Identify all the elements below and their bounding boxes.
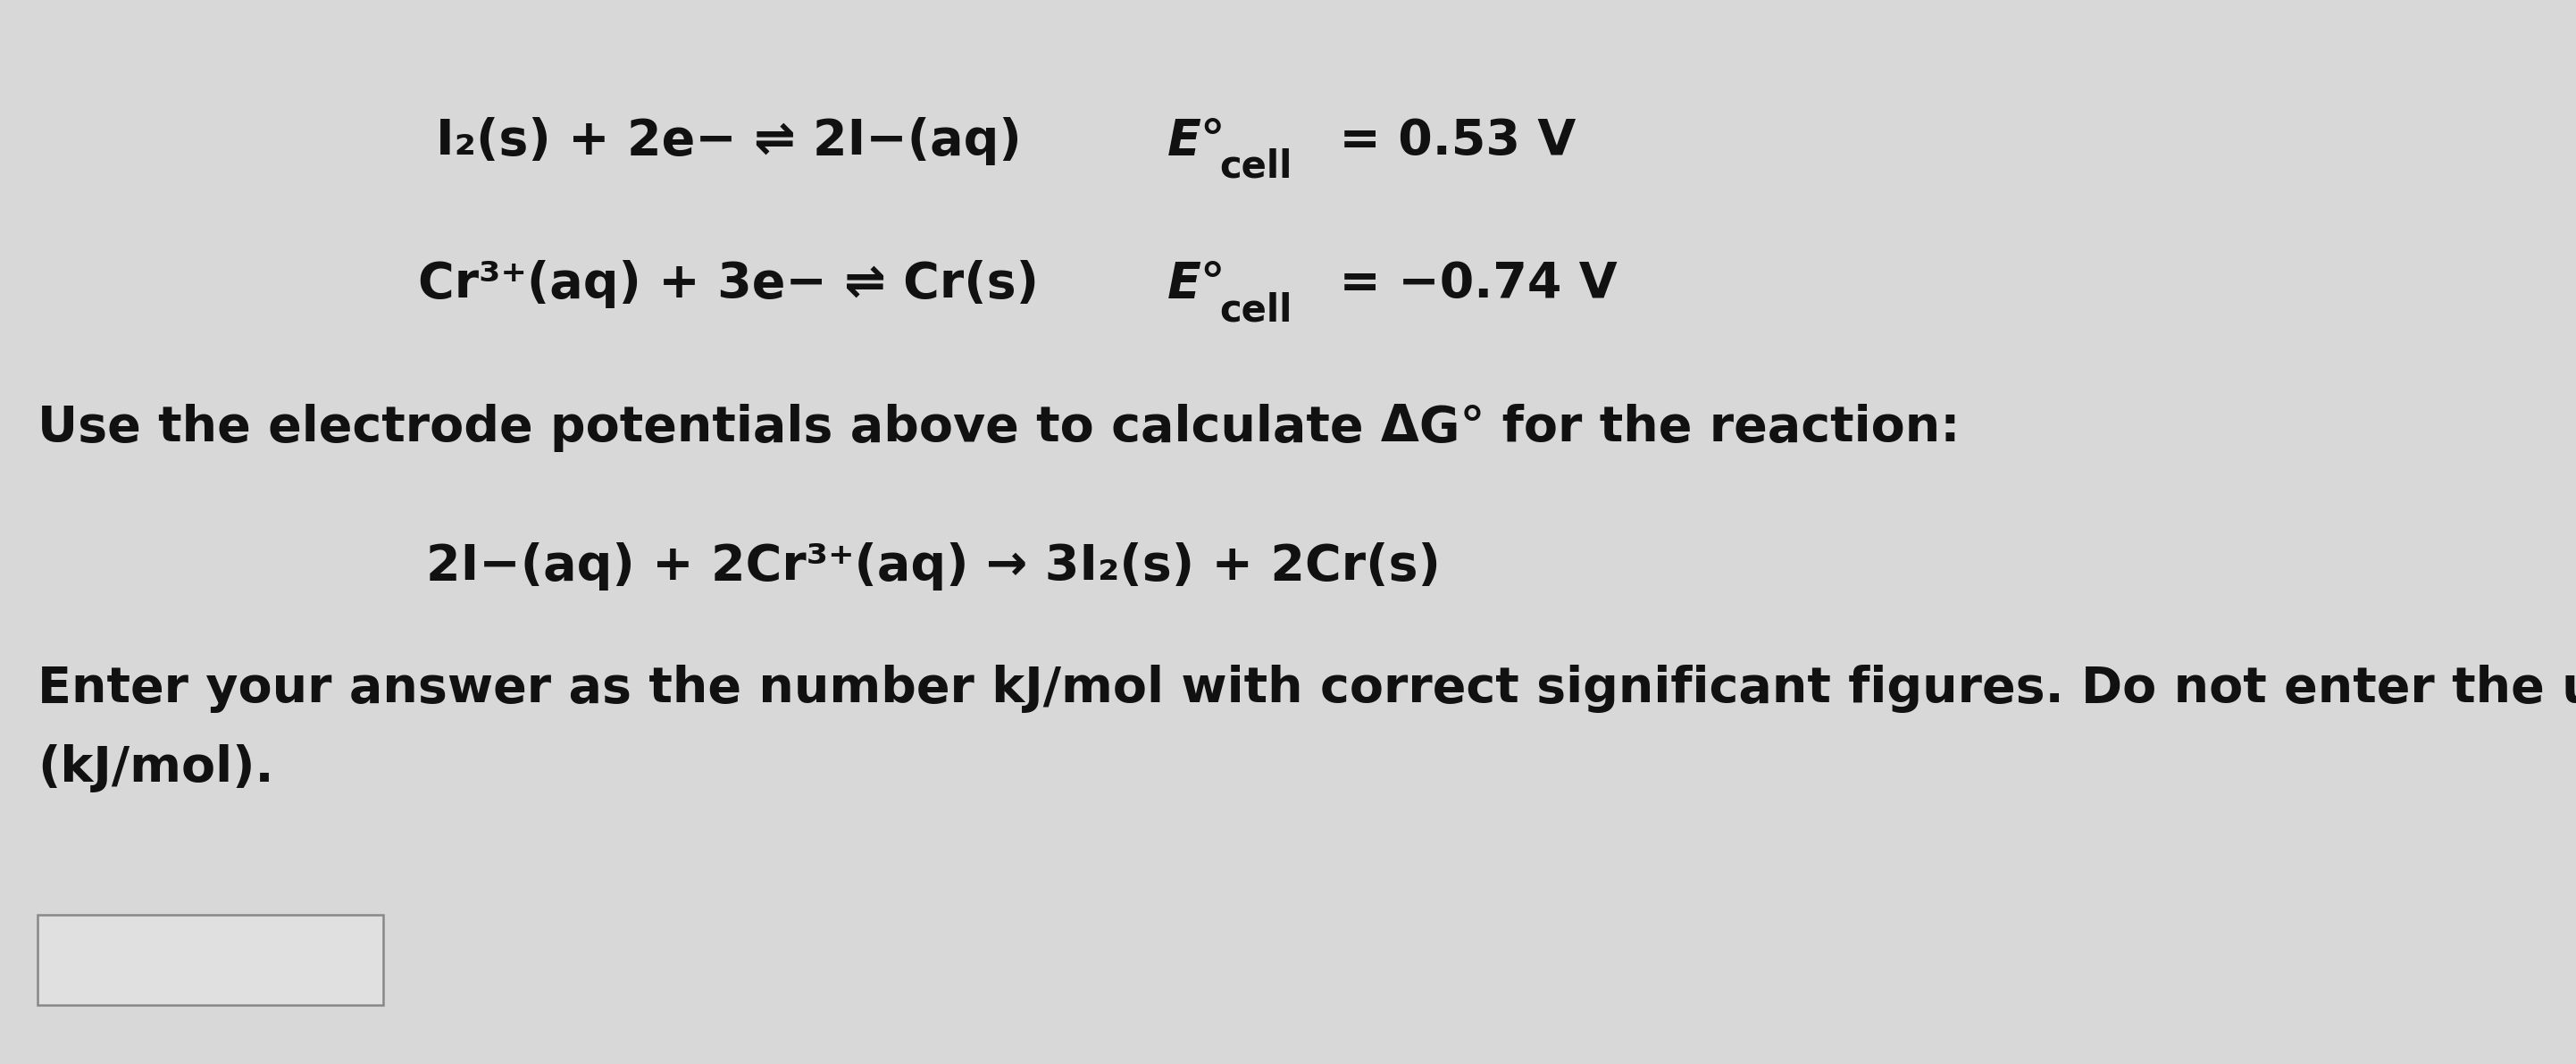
Text: Use the electrode potentials above to calculate ΔG° for the reaction:: Use the electrode potentials above to ca… [36,404,1960,452]
Text: = −0.74 V: = −0.74 V [1321,261,1618,309]
Text: (kJ/mol).: (kJ/mol). [36,745,273,793]
Text: cell: cell [1218,292,1293,330]
Text: Cr³⁺(aq) + 3e− ⇌ Cr(s): Cr³⁺(aq) + 3e− ⇌ Cr(s) [417,261,1038,309]
Text: E°: E° [1167,117,1226,165]
Text: E°: E° [1167,261,1226,309]
Text: Enter your answer as the number kJ/mol with correct significant figures. Do not : Enter your answer as the number kJ/mol w… [36,665,2576,713]
FancyBboxPatch shape [36,915,384,1005]
Text: 2I−(aq) + 2Cr³⁺(aq) → 3I₂(s) + 2Cr(s): 2I−(aq) + 2Cr³⁺(aq) → 3I₂(s) + 2Cr(s) [428,543,1440,591]
Text: cell: cell [1218,148,1293,186]
Text: = 0.53 V: = 0.53 V [1321,117,1577,165]
Text: I₂(s) + 2e− ⇌ 2I−(aq): I₂(s) + 2e− ⇌ 2I−(aq) [435,117,1020,165]
